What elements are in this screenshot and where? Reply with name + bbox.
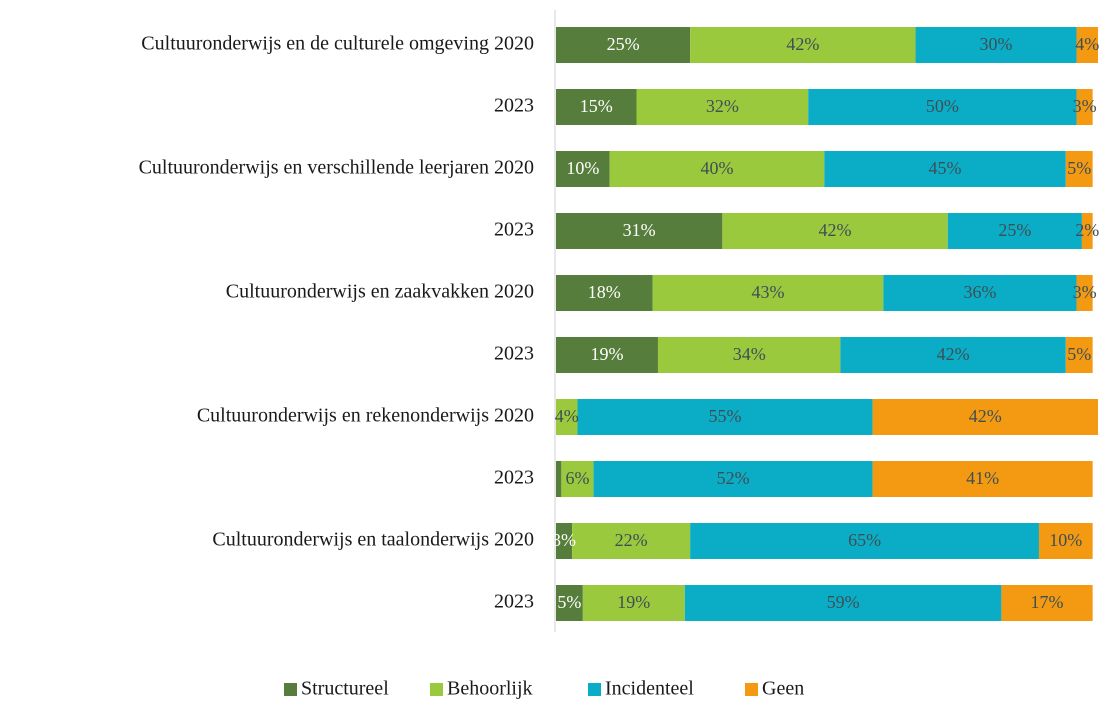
bar-segment <box>1065 151 1093 187</box>
bar-segment <box>609 151 825 187</box>
data-label: 6% <box>565 468 589 488</box>
data-label: 36% <box>963 282 996 302</box>
bar-segment <box>593 461 873 497</box>
bar-segment <box>572 523 691 559</box>
bar-segment <box>824 151 1066 187</box>
bar-segment <box>556 523 573 559</box>
category-label: Cultuuronderwijs en zaakvakken 2020 <box>226 281 534 303</box>
bar-segment <box>1001 585 1093 621</box>
bar-segment <box>556 151 610 187</box>
category-label: Cultuuronderwijs en verschillende leerja… <box>139 157 534 179</box>
data-label: 34% <box>733 344 766 364</box>
data-label: 59% <box>827 592 860 612</box>
bar-segment <box>1081 213 1093 249</box>
data-label: 10% <box>566 158 599 178</box>
data-label: 4% <box>1075 34 1099 54</box>
data-label: 5% <box>1067 344 1091 364</box>
data-label: 25% <box>998 220 1031 240</box>
data-label: 15% <box>580 96 613 116</box>
legend-swatch <box>588 683 601 696</box>
legend-swatch <box>430 683 443 696</box>
data-label: 55% <box>709 406 742 426</box>
bar-segment <box>657 337 841 373</box>
bar-segment <box>561 461 594 497</box>
data-label: 42% <box>786 34 819 54</box>
bar-segment <box>582 585 685 621</box>
data-label: 42% <box>969 406 1002 426</box>
legend-label: Behoorlijk <box>447 678 533 700</box>
bar-segment <box>1076 275 1093 311</box>
bar-segment <box>872 399 1098 435</box>
bar-segment <box>872 461 1093 497</box>
category-label: 2023 <box>494 343 534 365</box>
bar-segment <box>722 213 948 249</box>
data-label: 3% <box>552 530 576 550</box>
data-label: 42% <box>819 220 852 240</box>
bar-segment <box>840 337 1066 373</box>
category-label: Cultuuronderwijs en de culturele omgevin… <box>141 33 534 55</box>
data-label: 41% <box>966 468 999 488</box>
data-label: 32% <box>706 96 739 116</box>
data-label: 43% <box>751 282 784 302</box>
legend-label: Structureel <box>301 678 389 700</box>
bar-segment <box>1076 89 1093 125</box>
bar-segment <box>690 523 1039 559</box>
bar-segment <box>1038 523 1093 559</box>
category-label: 2023 <box>494 95 534 117</box>
bar-segment <box>1076 27 1098 63</box>
data-label: 52% <box>717 468 750 488</box>
data-label: 22% <box>615 530 648 550</box>
category-label: 2023 <box>494 467 534 489</box>
category-label: 2023 <box>494 591 534 613</box>
data-label: 30% <box>980 34 1013 54</box>
data-label: 25% <box>607 34 640 54</box>
data-label: 19% <box>617 592 650 612</box>
bar-segment <box>1065 337 1093 373</box>
legend-swatch <box>284 683 297 696</box>
category-label: 2023 <box>494 219 534 241</box>
bar-segment <box>636 89 809 125</box>
bar-segment <box>556 89 637 125</box>
data-label: 5% <box>1067 158 1091 178</box>
category-label: Cultuuronderwijs en rekenonderwijs 2020 <box>197 405 534 427</box>
category-label: Cultuuronderwijs en taalonderwijs 2020 <box>212 529 534 551</box>
bar-segment <box>556 213 723 249</box>
data-label: 50% <box>926 96 959 116</box>
data-label: 40% <box>700 158 733 178</box>
bar-segment <box>684 585 1002 621</box>
bar-segment <box>652 275 884 311</box>
bar-segment <box>690 27 916 63</box>
data-label: 42% <box>937 344 970 364</box>
bar-segment <box>556 461 562 497</box>
data-label: 5% <box>557 592 581 612</box>
bar-segment <box>556 399 578 435</box>
data-label: 17% <box>1031 592 1064 612</box>
data-label: 2% <box>1075 220 1099 240</box>
bar-segment <box>915 27 1077 63</box>
bar-segment <box>556 585 583 621</box>
data-label: 31% <box>623 220 656 240</box>
bar-segment <box>556 27 691 63</box>
data-label: 18% <box>588 282 621 302</box>
bar-segment <box>883 275 1077 311</box>
legend-label: Geen <box>762 678 804 700</box>
data-label: 3% <box>1073 96 1097 116</box>
data-label: 19% <box>590 344 623 364</box>
data-label: 45% <box>929 158 962 178</box>
data-label: 4% <box>555 406 579 426</box>
data-label: 10% <box>1049 530 1082 550</box>
bar-segment <box>808 89 1077 125</box>
bar-segment <box>556 275 653 311</box>
legend-label: Incidenteel <box>605 678 694 700</box>
bar-segment <box>556 337 658 373</box>
bar-segment <box>947 213 1082 249</box>
legend-swatch <box>745 683 758 696</box>
data-label: 3% <box>1073 282 1097 302</box>
data-label: 65% <box>848 530 881 550</box>
bar-segment <box>577 399 873 435</box>
